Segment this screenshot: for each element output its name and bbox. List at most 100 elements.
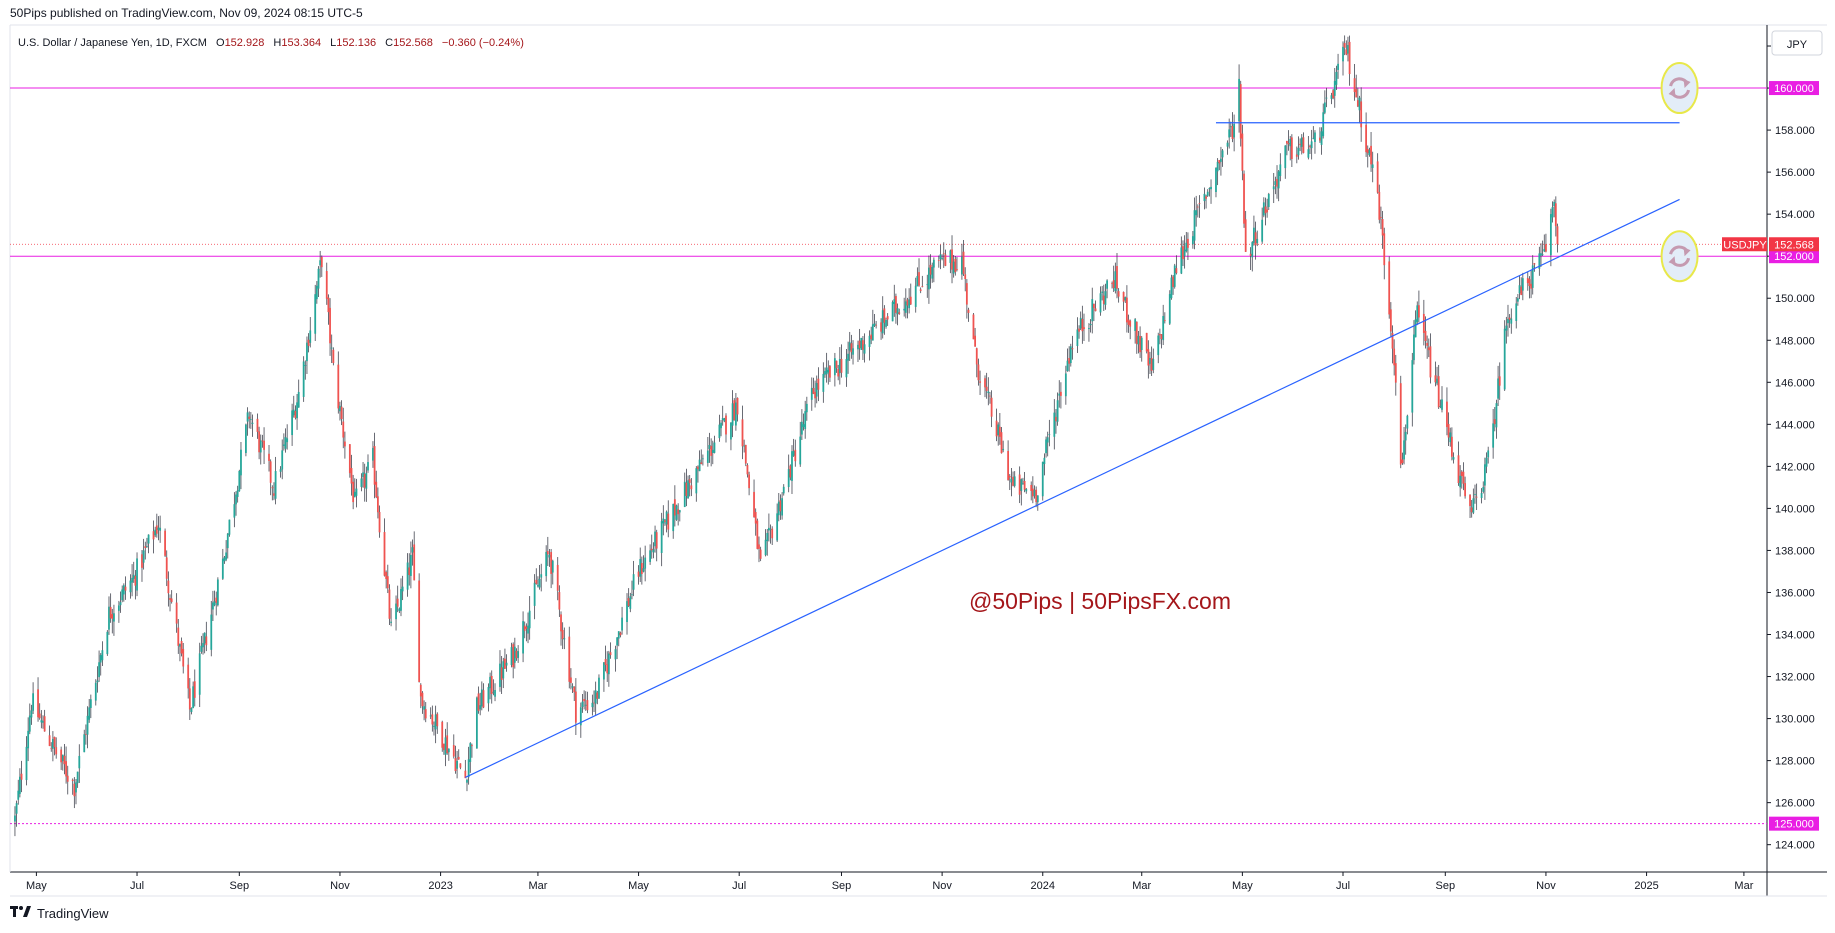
candle-body — [1033, 489, 1036, 496]
tradingview-brand[interactable]: TradingView — [37, 906, 109, 921]
candle-body — [459, 763, 462, 768]
candle-body — [640, 563, 643, 575]
current-price-badge — [1769, 237, 1819, 252]
candle-body — [353, 491, 356, 498]
candle-body — [1480, 493, 1483, 499]
candle-body — [1391, 332, 1394, 349]
candle-body — [1139, 336, 1141, 353]
candle-body — [916, 276, 919, 287]
candle-body — [1208, 188, 1211, 190]
candle-body — [571, 686, 574, 688]
candle-body — [1515, 303, 1518, 321]
time-tick-label: Sep — [832, 880, 852, 892]
candle-body — [18, 776, 21, 794]
candle-body — [216, 579, 219, 606]
candle-body — [870, 334, 873, 340]
candle-body — [1088, 328, 1090, 329]
candle-body — [979, 381, 981, 383]
candle-body — [545, 551, 548, 577]
candle-body — [1183, 249, 1186, 257]
time-axis[interactable]: May Jul Sep Nov 2023 Mar May Jul Sep Nov 2024 Mar Ma… — [26, 872, 1754, 892]
candle-body — [1530, 283, 1532, 289]
candle-body — [1493, 419, 1496, 425]
candle-body — [263, 440, 265, 450]
candle-body — [193, 681, 196, 698]
candle-body — [1505, 325, 1508, 331]
candle-body — [258, 431, 261, 453]
candle-body — [492, 691, 495, 693]
candle-body — [141, 554, 143, 568]
time-tick-label: Mar — [1132, 880, 1151, 892]
candle-body — [792, 451, 795, 456]
candle-body — [494, 690, 496, 697]
drawings[interactable] — [465, 122, 1680, 778]
currency-button[interactable]: JPY — [1771, 30, 1823, 56]
candle-body — [1244, 219, 1247, 252]
candle-body — [961, 256, 963, 275]
candles — [14, 35, 1559, 837]
alert-markers[interactable] — [1660, 62, 1699, 283]
candle-body — [1116, 266, 1118, 289]
candle-body — [1457, 455, 1460, 484]
candle-body — [1516, 298, 1519, 302]
candle-body — [700, 462, 703, 465]
candle-body — [904, 301, 907, 313]
candle-body — [315, 285, 318, 300]
candle-body — [956, 269, 958, 270]
candle-body — [256, 418, 259, 432]
candle-body — [1325, 97, 1328, 99]
high-value: 153.364 — [281, 37, 321, 49]
candle-body — [1348, 41, 1351, 75]
candle-body — [734, 402, 737, 426]
ascending-trendline[interactable] — [465, 198, 1680, 778]
candle-body — [188, 688, 191, 710]
candle-body — [1010, 478, 1013, 483]
candle-body — [1507, 318, 1509, 324]
candle-body — [736, 397, 739, 415]
candle-body — [655, 532, 658, 549]
candle-body — [1320, 131, 1323, 145]
price-axis[interactable]: 162.000160.000158.000156.000154.000152.0… — [1767, 41, 1815, 852]
candle-body — [291, 410, 294, 436]
candle-body — [1300, 137, 1303, 147]
candle-body — [1078, 328, 1080, 332]
candle-body — [713, 442, 716, 453]
candle-body — [121, 589, 124, 601]
candle-body — [1469, 494, 1471, 507]
candle-body — [1286, 141, 1288, 144]
candle-body — [20, 773, 23, 780]
candle-body — [1023, 480, 1026, 490]
candle-body — [708, 444, 711, 449]
candle-body — [292, 409, 295, 416]
candle-body — [606, 664, 609, 674]
candle-body — [413, 544, 416, 581]
candle-body — [1347, 45, 1349, 54]
horizontal-levels[interactable] — [10, 87, 1767, 825]
alert-marker[interactable] — [1660, 230, 1699, 283]
candle-body — [434, 714, 437, 730]
candle-body — [848, 342, 851, 351]
candle-body — [629, 596, 632, 609]
candle-body — [1370, 145, 1372, 165]
candle-body — [502, 661, 505, 679]
candle-body — [908, 299, 911, 309]
candle-body — [1279, 164, 1282, 177]
candle-body — [302, 361, 305, 397]
time-tick-label: May — [1232, 880, 1253, 892]
candle-body — [202, 643, 204, 648]
candle-body — [1314, 132, 1316, 143]
candle-body — [132, 574, 135, 579]
candle-body — [1378, 191, 1381, 220]
candle-body — [111, 614, 114, 619]
candle-body — [406, 562, 409, 590]
candle-body — [469, 743, 472, 762]
tradingview-logo-icon[interactable] — [10, 906, 32, 921]
candle-body — [1215, 167, 1217, 193]
candle-body — [822, 373, 825, 392]
alert-marker[interactable] — [1660, 62, 1699, 115]
candle-body — [1205, 196, 1207, 199]
change-value: −0.360 (−0.24%) — [442, 37, 524, 49]
price-tick-label: 158.000 — [1775, 125, 1815, 137]
candle-body — [363, 474, 366, 488]
